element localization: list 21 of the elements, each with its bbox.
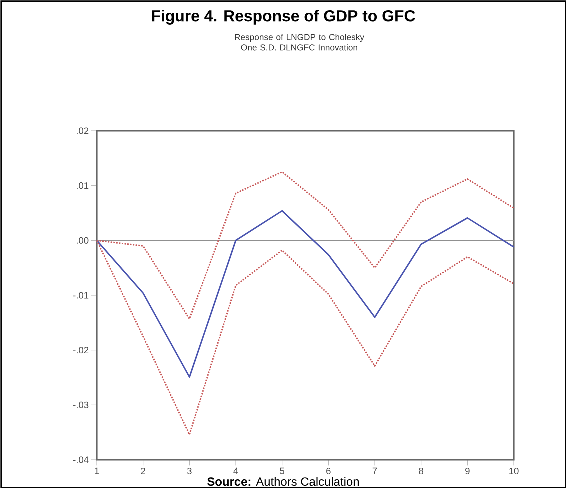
y-tick-label: -.03 [73,402,89,408]
y-tick-label: .00 [76,237,89,244]
chart-subtitle: Response of LNGDP to Cholesky One S.D. DLNGFC Innovation [235,34,364,51]
x-tick-label: 6 [326,468,331,475]
y-tick-label: -.01 [73,292,89,299]
x-tick-label: 8 [419,468,424,475]
x-tick-label: 5 [280,468,285,474]
x-tick-label: 1 [95,468,100,474]
x-tick-label: 7 [372,468,378,474]
y-tick-label: .01 [76,182,89,190]
x-tick-label: 9 [466,468,470,475]
x-tick-label: 3 [187,468,192,475]
chart-title: Figure 4. Response of GDP to GFC [152,10,416,25]
x-tick-label: 10 [510,468,519,475]
y-tick-label: .02 [76,128,89,134]
x-tick-label: 4 [234,468,238,474]
text: Source: Authors Calculation [208,477,359,486]
y-tick-label: -.02 [73,347,89,354]
x-tick-label: 2 [141,468,146,474]
line-series [96,210,515,378]
y-tick-label: -.04 [73,456,89,464]
